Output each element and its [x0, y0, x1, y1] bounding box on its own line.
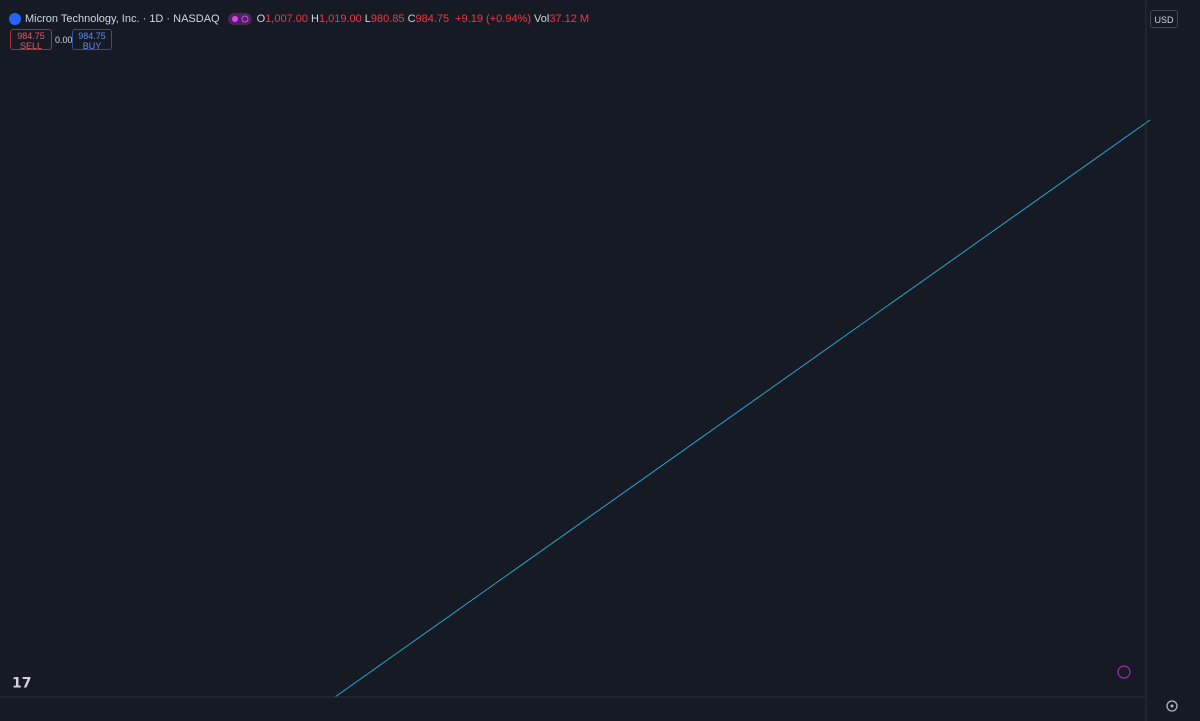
buy-button[interactable]: 984.75 BUY	[72, 29, 112, 51]
symbol-logo	[9, 13, 21, 25]
change: +9.19 (+0.94%)	[455, 13, 532, 25]
logo: 𝟭𝟳	[12, 675, 31, 691]
ohlc-value: 984.75	[415, 13, 450, 25]
ohlc: O1,007.00 H1,019.00 L980.85 C984.75	[257, 13, 453, 25]
ohlc-key: C	[407, 13, 416, 25]
sell-price: 984.75	[17, 31, 45, 41]
gear-center	[1170, 704, 1174, 708]
ohlc-value: 1,007.00	[265, 13, 308, 25]
buy-label: BUY	[82, 41, 102, 51]
ohlc-key: L	[364, 13, 371, 25]
pill-dot	[231, 16, 238, 22]
logo-circle	[9, 13, 21, 25]
pill-dot	[241, 15, 249, 23]
ohlc-key: H	[311, 13, 319, 25]
gear[interactable]	[1166, 700, 1178, 712]
volume-key: Vol	[534, 13, 550, 25]
volume: 37.12 M	[549, 13, 590, 25]
currency-button[interactable]: USD	[1150, 10, 1178, 28]
buy-price: 984.75	[78, 31, 106, 41]
lightning-icon	[1117, 665, 1131, 679]
trend-line	[334, 119, 1151, 698]
settings-icon[interactable]	[1166, 700, 1178, 712]
tv-logo: 𝟭𝟳	[12, 675, 31, 691]
legend: Micron Technology, Inc. · 1D · NASDAQ O1…	[0, 9, 592, 29]
ohlc-value: 980.85	[370, 13, 405, 25]
session-pill	[227, 13, 252, 25]
ohlc-value: 1,019.00	[318, 13, 362, 25]
sell-label: SELL	[19, 41, 43, 51]
spread: 0.00	[55, 35, 73, 45]
symbol: Micron Technology, Inc. · 1D · NASDAQ	[25, 13, 220, 25]
ohlc-key: O	[256, 13, 266, 25]
sell-button[interactable]: 984.75 SELL	[10, 29, 52, 51]
